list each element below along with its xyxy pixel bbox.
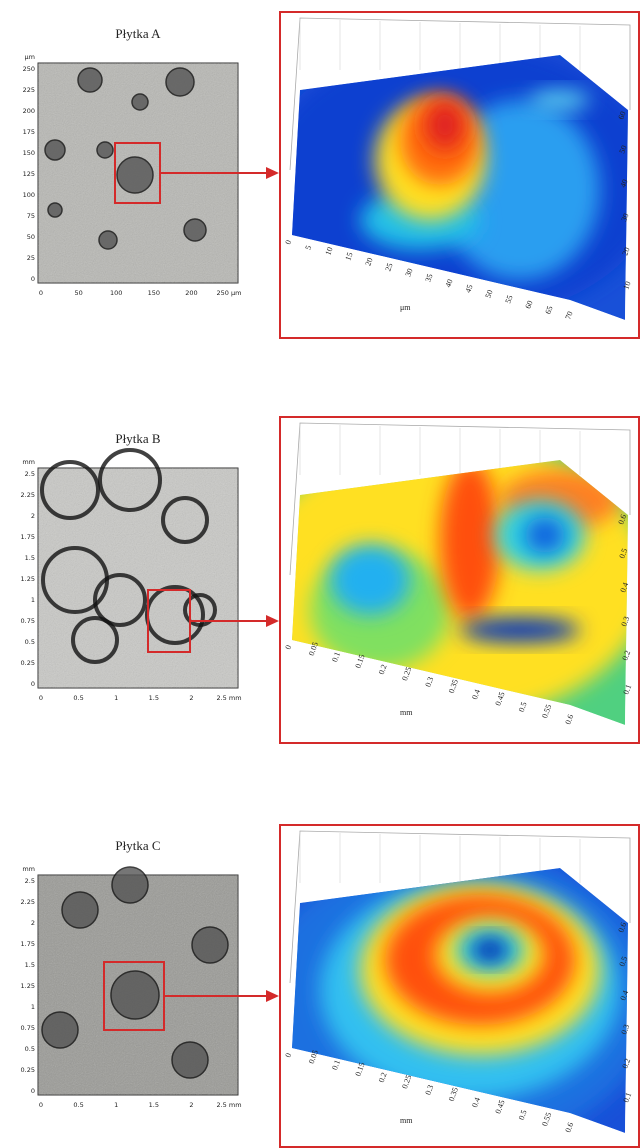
- particle: [172, 1042, 208, 1078]
- x-tick-label: 1.5: [149, 1101, 159, 1109]
- x-tick-label: 2.5 mm: [216, 694, 241, 702]
- particle: [184, 219, 206, 241]
- particle: [112, 867, 148, 903]
- y-tick-label: 125: [23, 170, 35, 178]
- surface-feature: [440, 460, 500, 620]
- x-tick-label: 0: [39, 1101, 43, 1109]
- panel-title: Płytka C: [115, 838, 160, 853]
- image-unit: mm: [22, 865, 35, 873]
- panel-title: Płytka A: [115, 26, 161, 41]
- y-tick-label: 250: [23, 65, 35, 73]
- micrograph-texture: [38, 468, 238, 688]
- image-unit: μm: [25, 53, 35, 61]
- y-tick-label: 200: [23, 107, 35, 115]
- x-tick-label: 100: [110, 289, 122, 297]
- x-tick-label: 2: [189, 694, 193, 702]
- x-tick-label: 50: [74, 289, 82, 297]
- surface-x-unit: mm: [400, 1116, 413, 1125]
- panel: Płytka C 2.5 2.25 2 1.75 1.5 1.25 1 0.75 0.5 0.25 0…: [21, 825, 641, 1148]
- surface-feature: [460, 618, 580, 642]
- particle: [78, 68, 102, 92]
- y-tick-label: 0: [31, 275, 35, 283]
- y-tick-label: 1.25: [21, 575, 35, 583]
- y-tick-label: 1.75: [21, 940, 35, 948]
- particle: [97, 142, 113, 158]
- y-tick-label: 2.25: [21, 898, 35, 906]
- particle: [166, 68, 194, 96]
- y-tick-label: 0.25: [21, 659, 35, 667]
- y-tick-label: 50: [27, 233, 35, 241]
- y-tick-label: 0.25: [21, 1066, 35, 1074]
- x-tick-label: 200: [185, 289, 197, 297]
- y-tick-label: 175: [23, 128, 35, 136]
- x-tick-label: 0: [39, 694, 43, 702]
- surface-x-unit: mm: [400, 708, 413, 717]
- x-tick-label: 0: [39, 289, 43, 297]
- particle: [117, 157, 153, 193]
- y-tick-label: 0: [31, 1087, 35, 1095]
- y-tick-label: 1: [31, 1003, 35, 1011]
- y-tick-label: 150: [23, 149, 35, 157]
- arrow-head: [266, 615, 279, 627]
- y-tick-label: 75: [27, 212, 35, 220]
- particle: [192, 927, 228, 963]
- x-tick-label: 0.5: [73, 694, 83, 702]
- x-tick-label: 2.5 mm: [216, 1101, 241, 1109]
- particle: [132, 94, 148, 110]
- panel-title: Płytka B: [115, 431, 160, 446]
- surface-feature: [530, 90, 590, 110]
- particle: [42, 1012, 78, 1048]
- y-tick-label: 0.5: [25, 1045, 35, 1053]
- panel: Płytka B 2.5 2.25 2 1.75 1.5 1.25 1 0.75 0.5 0.25 0…: [21, 417, 641, 743]
- y-tick-label: 1.25: [21, 982, 35, 990]
- y-tick-label: 2.5: [25, 470, 35, 478]
- particle: [45, 140, 65, 160]
- y-tick-label: 0.5: [25, 638, 35, 646]
- x-tick-label: 1.5: [149, 694, 159, 702]
- y-tick-label: 25: [27, 254, 35, 262]
- y-tick-label: 1.5: [25, 961, 35, 969]
- figure: Płytka A2502252001751501251007550250μm05…: [0, 0, 641, 1148]
- x-tick-label: 2: [189, 1101, 193, 1109]
- image-unit: mm: [22, 458, 35, 466]
- surface-feature: [472, 938, 508, 962]
- y-tick-label: 1: [31, 596, 35, 604]
- particle: [111, 971, 159, 1019]
- y-tick-label: 0: [31, 680, 35, 688]
- x-tick-label: 1: [114, 694, 118, 702]
- y-tick-label: 0.75: [21, 1024, 35, 1032]
- y-tick-label: 2: [31, 512, 35, 520]
- arrow-head: [266, 990, 279, 1002]
- surface-feature: [525, 517, 565, 553]
- y-tick-label: 225: [23, 86, 35, 94]
- y-tick-label: 2.25: [21, 491, 35, 499]
- x-tick-label: 150: [148, 289, 160, 297]
- surface-feature: [425, 100, 465, 150]
- y-tick-label: 1.75: [21, 533, 35, 541]
- arrow-head: [266, 167, 279, 179]
- surface-feature: [330, 545, 410, 615]
- y-tick-label: 1.5: [25, 554, 35, 562]
- particle: [62, 892, 98, 928]
- y-tick-label: 0.75: [21, 617, 35, 625]
- x-tick-label: 250 μm: [217, 289, 242, 297]
- particle: [99, 231, 117, 249]
- y-tick-label: 100: [23, 191, 35, 199]
- y-tick-label: 2: [31, 919, 35, 927]
- y-tick-label: 2.5: [25, 877, 35, 885]
- surface-x-unit: μm: [400, 303, 411, 312]
- x-tick-label: 1: [114, 1101, 118, 1109]
- x-tick-label: 0.5: [73, 1101, 83, 1109]
- particle: [48, 203, 62, 217]
